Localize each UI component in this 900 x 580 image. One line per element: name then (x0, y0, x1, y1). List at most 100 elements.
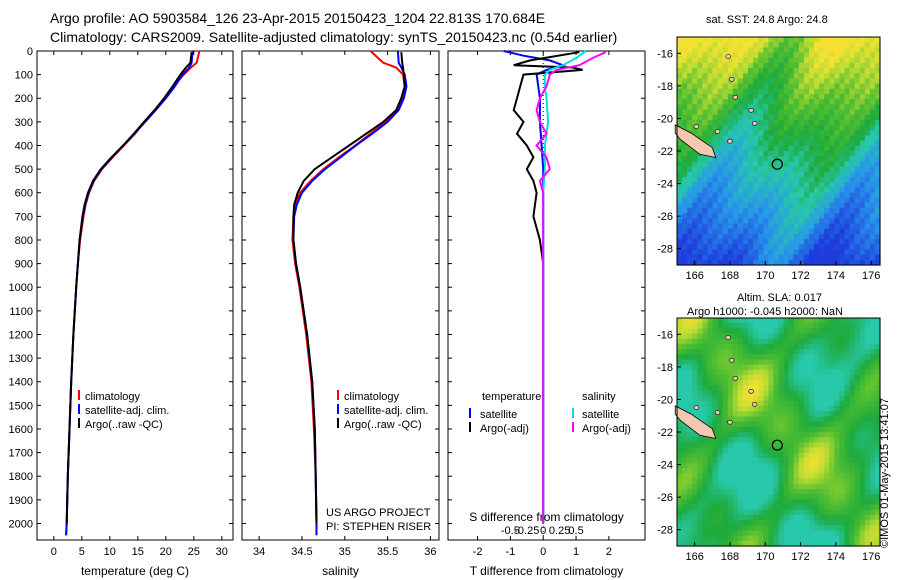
map-cell (854, 182, 861, 188)
map-cell (743, 328, 749, 335)
map-cell (849, 514, 856, 521)
map-cell (844, 421, 851, 428)
map-cell (849, 499, 856, 506)
map-cell (778, 176, 785, 183)
map-cell (864, 333, 871, 340)
map-cell (814, 99, 820, 105)
map-cell (763, 463, 769, 469)
map-cell (869, 468, 876, 475)
map-cell (753, 520, 759, 526)
map-cell (824, 125, 830, 131)
map-cell (732, 254, 739, 261)
map-cell (778, 437, 785, 443)
map-cell (732, 432, 739, 438)
map-cell (844, 406, 851, 412)
map-cell (748, 411, 754, 418)
map-y-tick-label: -22 (657, 146, 673, 158)
map-cell (874, 42, 881, 48)
map-cell (788, 42, 795, 48)
map-cell (864, 442, 871, 449)
map-cell (788, 468, 795, 475)
map-cell (819, 62, 825, 69)
map-cell (854, 197, 861, 204)
map-cell (819, 540, 825, 547)
map-cell (803, 442, 810, 449)
map-cell (803, 437, 810, 443)
legend-label: Argo(-adj) (582, 423, 631, 435)
map-cell (717, 375, 724, 381)
map-cell (819, 343, 825, 350)
map-cell (849, 416, 856, 423)
map-cell (697, 504, 703, 511)
map-cell (834, 395, 840, 402)
map-cell (783, 94, 790, 100)
map-cell (824, 473, 830, 480)
map-cell (727, 364, 734, 371)
map-cell (768, 83, 775, 90)
map-cell (798, 447, 805, 454)
map-cell (849, 494, 856, 500)
map-cell (697, 213, 703, 219)
map-cell (778, 104, 785, 111)
map-cell (773, 228, 780, 235)
map-cell (743, 421, 749, 428)
map-cell (677, 119, 683, 126)
map-cell (743, 135, 749, 142)
map-cell (859, 233, 866, 240)
map-cell (773, 249, 780, 256)
map-cell (727, 223, 734, 230)
map-cell (737, 125, 744, 131)
map-cell (712, 499, 719, 506)
map-cell (788, 119, 795, 126)
map-cell (854, 202, 861, 209)
map-cell (712, 166, 719, 173)
map-cell (753, 57, 759, 64)
map-cell (809, 494, 815, 500)
map-cell (773, 151, 780, 157)
map-cell (798, 109, 805, 116)
map-cell (712, 218, 719, 225)
map-cell (702, 338, 709, 345)
map-cell (859, 426, 866, 433)
map-cell (803, 135, 810, 142)
map-cell (798, 140, 805, 147)
map-cell (707, 223, 714, 230)
map-cell (743, 259, 749, 266)
map-cell (803, 426, 810, 433)
map-cell (788, 208, 795, 214)
map-cell (814, 192, 820, 199)
map-cell (803, 468, 810, 475)
map-cell (768, 208, 775, 214)
map-cell (743, 426, 749, 433)
map-cell (687, 514, 693, 521)
map-cell (737, 259, 744, 266)
map-cell (758, 457, 764, 464)
map-cell (732, 416, 739, 423)
map-cell (788, 239, 795, 245)
map-cell (819, 395, 825, 402)
map-cell (844, 318, 851, 324)
map-cell (687, 68, 693, 74)
map-cell (849, 447, 856, 454)
map-cell (677, 380, 683, 386)
map-cell (788, 73, 795, 80)
map-cell (778, 114, 785, 121)
map-cell (854, 504, 861, 511)
map-cell (692, 385, 698, 392)
map-cell (793, 52, 800, 59)
map-cell (773, 478, 780, 485)
map-cell (768, 57, 775, 64)
map-cell (844, 473, 851, 480)
series-line-climatology (291, 50, 406, 536)
map-cell (727, 151, 734, 157)
map-cell (809, 343, 815, 350)
map-cell (788, 233, 795, 240)
map-cell (814, 228, 820, 235)
map-cell (743, 369, 749, 376)
map-cell (682, 499, 688, 506)
map-cell (778, 406, 785, 412)
map-cell (702, 530, 709, 537)
map-cell (839, 514, 846, 521)
map-cell (824, 130, 830, 137)
map-cell (722, 489, 729, 495)
